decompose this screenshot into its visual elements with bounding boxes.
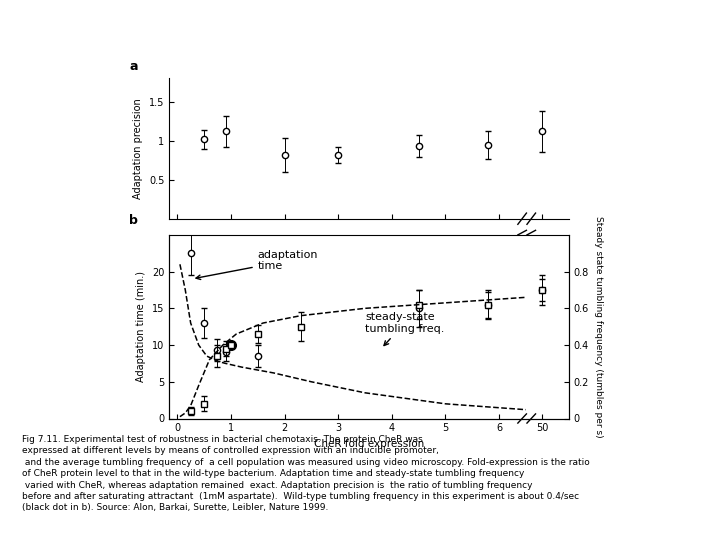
Text: adaptation
time: adaptation time [196,250,318,280]
Text: steady-state
tumbling freq.: steady-state tumbling freq. [365,312,444,346]
Y-axis label: Steady state tumbling frequency (tumbles per s): Steady state tumbling frequency (tumbles… [594,216,603,437]
X-axis label: CheR fold expression: CheR fold expression [314,439,424,449]
Text: a: a [130,60,138,73]
Text: Fig 7.11. Experimental test of robustness in bacterial chemotaxis. The protein C: Fig 7.11. Experimental test of robustnes… [22,435,590,512]
Y-axis label: Adaptation time (min.): Adaptation time (min.) [136,271,146,382]
Y-axis label: Adaptation precision: Adaptation precision [133,98,143,199]
Text: b: b [130,214,138,227]
